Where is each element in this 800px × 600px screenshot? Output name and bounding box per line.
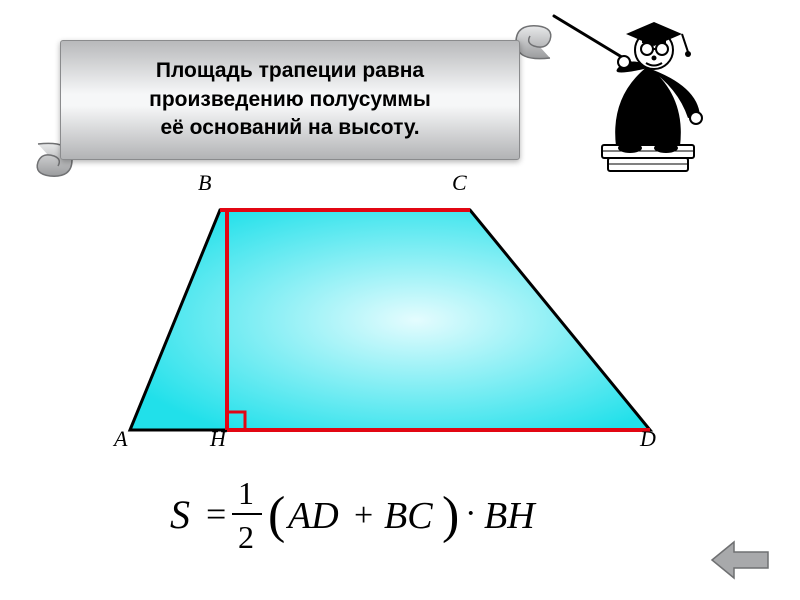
formula-eq: = — [206, 494, 226, 534]
vertex-b: B — [198, 170, 211, 196]
formula-plus: + — [354, 497, 373, 534]
vertex-a: A — [114, 426, 127, 452]
theorem-banner: Площадь трапеции равна произведению полу… — [60, 40, 520, 160]
formula-bc: BC — [384, 495, 433, 537]
formula-lparen: ( — [268, 487, 285, 544]
formula-ad: AD — [285, 495, 339, 537]
formula-bh: BH — [484, 495, 537, 537]
formula-half-den: 2 — [238, 519, 254, 555]
formula-dot: · — [466, 495, 475, 532]
area-formula: S = 1 2 ( AD + BC ) · BH — [170, 470, 630, 560]
banner-line2: произведению полусуммы — [149, 86, 431, 114]
banner-text: Площадь трапеции равна произведению полу… — [60, 40, 520, 160]
vertex-c: C — [452, 170, 467, 196]
banner-line3: её оснований на высоту. — [160, 114, 419, 142]
banner-line1: Площадь трапеции равна — [156, 57, 424, 85]
nav-back-button[interactable] — [710, 540, 770, 580]
formula-s: S — [170, 492, 190, 537]
trapezoid-diagram: A B C D H — [120, 200, 680, 460]
vertex-d: D — [640, 426, 656, 452]
formula-half-num: 1 — [238, 475, 254, 511]
formula-rparen: ) — [442, 487, 459, 544]
professor-clipart — [550, 6, 730, 186]
trapezoid-shape — [130, 210, 650, 430]
vertex-h: H — [210, 426, 226, 452]
slide: Площадь трапеции равна произведению полу… — [0, 0, 800, 600]
arrow-left-icon — [712, 542, 768, 578]
